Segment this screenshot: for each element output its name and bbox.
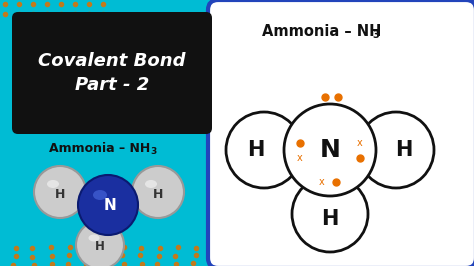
Ellipse shape <box>145 180 157 188</box>
Text: N: N <box>104 197 117 213</box>
Circle shape <box>76 221 124 266</box>
Text: x: x <box>357 138 363 148</box>
Bar <box>0 20 230 266</box>
Circle shape <box>284 104 376 196</box>
Circle shape <box>34 166 86 218</box>
Ellipse shape <box>89 235 100 242</box>
Circle shape <box>450 205 470 225</box>
Circle shape <box>446 231 474 259</box>
Text: H: H <box>55 188 65 201</box>
FancyBboxPatch shape <box>208 0 474 266</box>
Text: H: H <box>247 140 264 160</box>
Text: H: H <box>321 209 339 229</box>
Ellipse shape <box>93 190 107 200</box>
Circle shape <box>132 166 184 218</box>
Text: x: x <box>319 177 325 187</box>
Text: H: H <box>95 240 105 253</box>
Circle shape <box>226 112 302 188</box>
Circle shape <box>358 112 434 188</box>
Text: H: H <box>395 140 413 160</box>
Text: 3: 3 <box>373 30 379 40</box>
Circle shape <box>292 176 368 252</box>
Circle shape <box>78 175 138 235</box>
Text: x: x <box>297 153 303 163</box>
Text: Covalent Bond
Part - 2: Covalent Bond Part - 2 <box>38 52 186 94</box>
Bar <box>0 0 230 22</box>
Text: Ammonia – NH: Ammonia – NH <box>49 142 151 155</box>
Text: 3: 3 <box>151 147 157 156</box>
Text: H: H <box>153 188 163 201</box>
Text: N: N <box>319 138 340 162</box>
Circle shape <box>448 173 472 197</box>
Text: Ammonia – NH: Ammonia – NH <box>262 24 382 39</box>
Ellipse shape <box>47 180 59 188</box>
Bar <box>220 0 474 266</box>
FancyBboxPatch shape <box>12 12 212 134</box>
